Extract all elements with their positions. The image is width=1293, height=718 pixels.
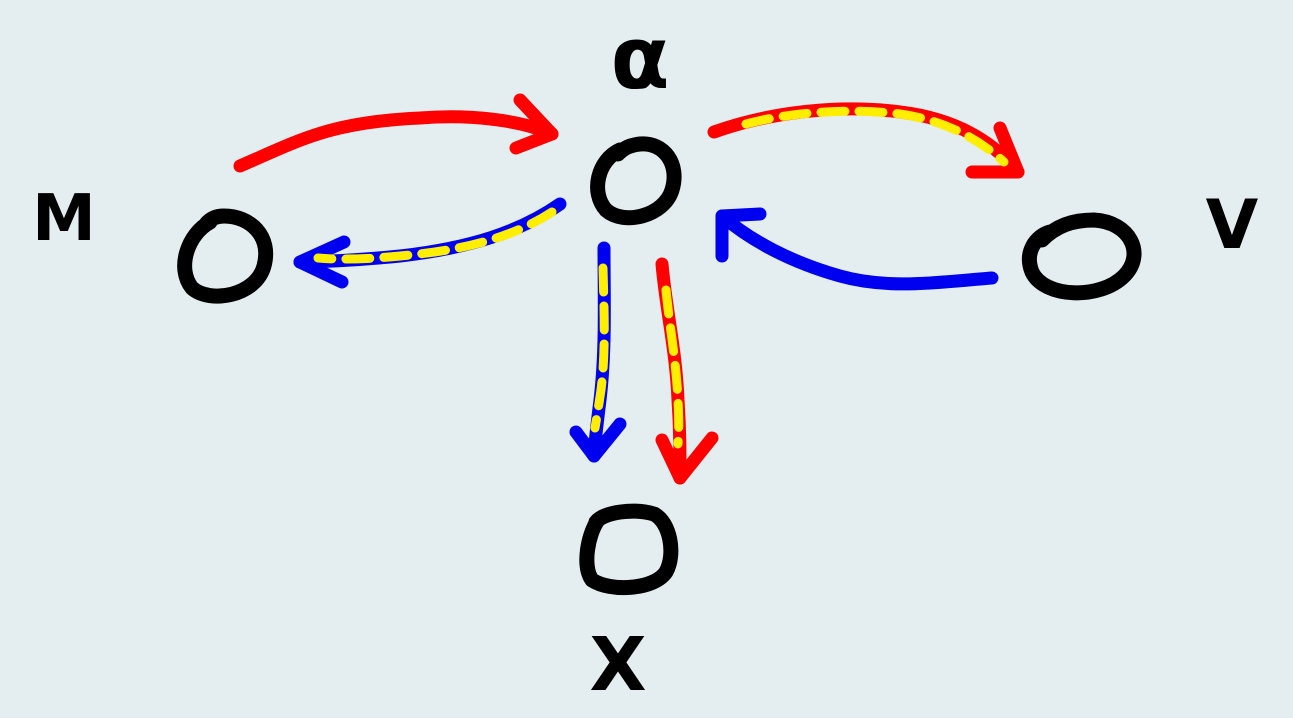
node-alpha: [590, 136, 682, 226]
edge-m-to-alpha: [233, 93, 559, 173]
edge-alpha-to-m: [293, 197, 567, 289]
node-m: [177, 208, 274, 304]
node-v: [1021, 212, 1142, 301]
label-m: M: [32, 182, 96, 256]
edge-v-to-alpha: [715, 207, 999, 291]
edge-alpha-to-v: [707, 102, 1025, 179]
edge-alpha-to-x-red: [655, 257, 719, 485]
label-v: V: [1206, 186, 1259, 265]
edge-alpha-to-x-blue: [569, 241, 627, 463]
label-alpha: α: [610, 9, 669, 109]
node-x: [579, 503, 679, 596]
label-x: X: [589, 622, 646, 708]
